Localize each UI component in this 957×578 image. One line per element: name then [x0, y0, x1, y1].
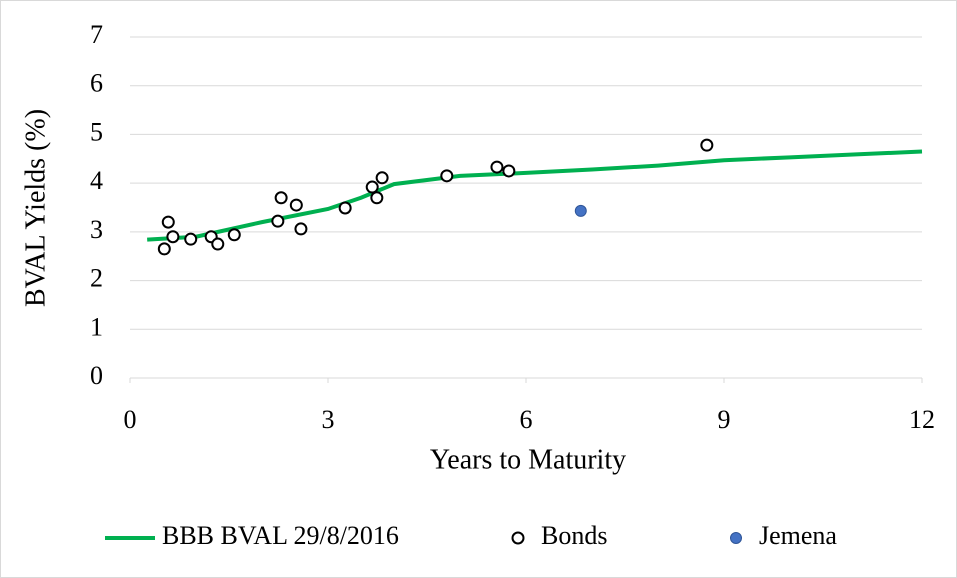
y-tick-label: 2 [90, 264, 103, 293]
point [338, 201, 352, 215]
y-tick-label: 3 [90, 215, 103, 244]
y-tick-label: 5 [90, 117, 103, 146]
point [289, 198, 303, 212]
point [271, 214, 285, 228]
point [161, 215, 175, 229]
point [227, 228, 241, 242]
point [375, 171, 389, 185]
point [157, 242, 171, 256]
x-axis-label: Years to Maturity [430, 444, 626, 475]
legend-swatch [511, 531, 525, 545]
x-tick-label: 3 [322, 405, 335, 434]
legend-label: Jemena [759, 521, 837, 550]
point [700, 138, 714, 152]
y-tick-label: 1 [90, 312, 103, 341]
x-tick-label: 6 [520, 405, 533, 434]
point [490, 160, 504, 174]
y-tick-label: 7 [90, 20, 103, 49]
legend-label: Bonds [541, 521, 607, 550]
point [274, 191, 288, 205]
point [166, 230, 180, 244]
legend-label: BBB BVAL 29/8/2016 [162, 521, 399, 550]
x-tick-label: 0 [124, 405, 137, 434]
y-tick-label: 6 [90, 69, 103, 98]
y-tick-label: 0 [90, 361, 103, 390]
point [365, 180, 379, 194]
y-axis-label: BVAL Yields (%) [20, 109, 51, 307]
x-tick-label: 12 [909, 405, 935, 434]
point [294, 222, 308, 236]
point [574, 204, 587, 217]
y-tick-label: 4 [90, 166, 103, 195]
point [184, 232, 198, 246]
legend-swatch [730, 532, 742, 544]
point [502, 164, 516, 178]
x-tick-label: 9 [718, 405, 731, 434]
point [370, 191, 384, 205]
point [440, 169, 454, 183]
point [211, 237, 225, 251]
